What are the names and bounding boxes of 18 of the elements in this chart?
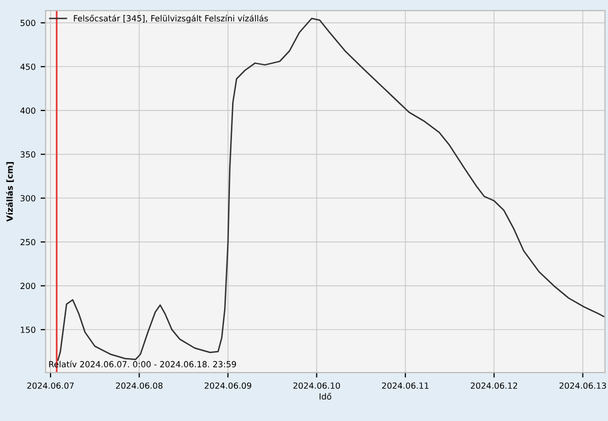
x-tick-label: 2024.06.13 — [560, 382, 606, 389]
y-tick-label: 250 — [20, 238, 36, 246]
y-axis-title: Vízállás [cm] — [6, 162, 14, 222]
x-tick-label: 2024.06.10 — [293, 382, 340, 389]
y-tick-label: 150 — [20, 326, 36, 333]
x-tick-label: 2024.06.08 — [116, 382, 163, 389]
x-tick-label: 2024.06.12 — [470, 382, 518, 389]
y-tick-label: 500 — [20, 20, 36, 26]
x-tick-label: 2024.06.11 — [382, 382, 428, 389]
y-tick-label: 450 — [20, 64, 36, 70]
x-tick-label: 2024.06.07 — [27, 382, 74, 389]
y-tick-label: 300 — [20, 195, 36, 202]
y-tick-label: 350 — [20, 151, 36, 158]
y-tick-label: 200 — [20, 282, 36, 290]
x-axis-title: Idő — [320, 392, 332, 400]
y-tick-label: 400 — [20, 107, 36, 114]
x-tick-label: 2024.06.09 — [204, 382, 252, 389]
legend-label: Felsőcsatár [345], Felülvizsgált Felszíni vízállás — [74, 14, 268, 24]
